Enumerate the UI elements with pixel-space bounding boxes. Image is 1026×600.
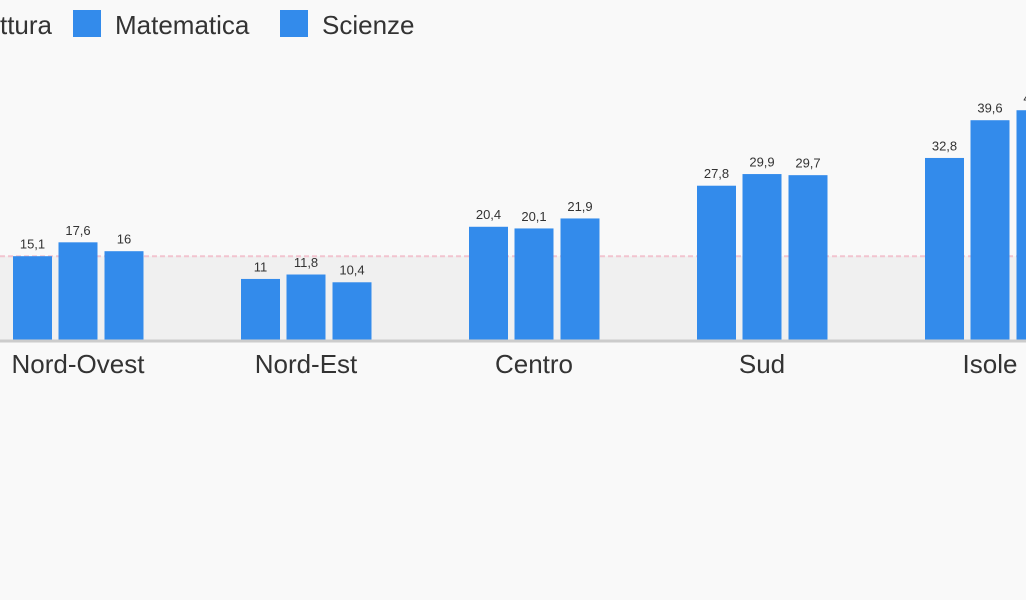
bar — [925, 157, 964, 340]
bar — [514, 228, 554, 340]
bar — [332, 282, 372, 340]
value-label: 20,1 — [521, 209, 546, 224]
value-label: 21,9 — [567, 199, 592, 214]
reference-band — [0, 256, 1026, 340]
bar — [241, 278, 280, 340]
bar — [104, 251, 144, 340]
bar — [469, 226, 508, 340]
value-label: 41,4 — [1023, 91, 1026, 106]
bar — [970, 120, 1010, 340]
value-label: 11,8 — [294, 255, 318, 270]
value-label: 29,7 — [795, 156, 820, 171]
x-tick-label: Sud — [739, 349, 785, 379]
value-label: 29,9 — [749, 154, 774, 169]
value-label: 27,8 — [704, 166, 729, 181]
x-tick-label: Isole — [963, 349, 1018, 379]
bar — [560, 218, 600, 340]
value-label: 20,4 — [476, 207, 501, 222]
value-label: 39,6 — [977, 101, 1002, 116]
legend-swatch — [280, 10, 308, 37]
value-label: 17,6 — [65, 223, 90, 238]
bar — [788, 175, 828, 340]
value-label: 16 — [117, 232, 131, 247]
legend-swatch — [73, 10, 101, 37]
value-label: 11 — [254, 259, 268, 274]
legend-label: Scienze — [322, 10, 415, 40]
x-tick-label: Centro — [495, 349, 573, 379]
legend-label: Matematica — [115, 10, 250, 40]
bar — [742, 174, 782, 340]
value-label: 32,8 — [932, 138, 957, 153]
value-label: 10,4 — [339, 263, 364, 278]
bar — [286, 274, 326, 340]
bar — [13, 256, 52, 340]
bar — [58, 242, 98, 340]
legend-label: Lettura — [0, 10, 53, 40]
x-tick-label: Nord-Est — [255, 349, 358, 379]
bar — [697, 185, 736, 340]
bar — [1016, 110, 1026, 340]
value-label: 15,1 — [20, 237, 45, 252]
x-tick-label: Nord-Ovest — [12, 349, 146, 379]
